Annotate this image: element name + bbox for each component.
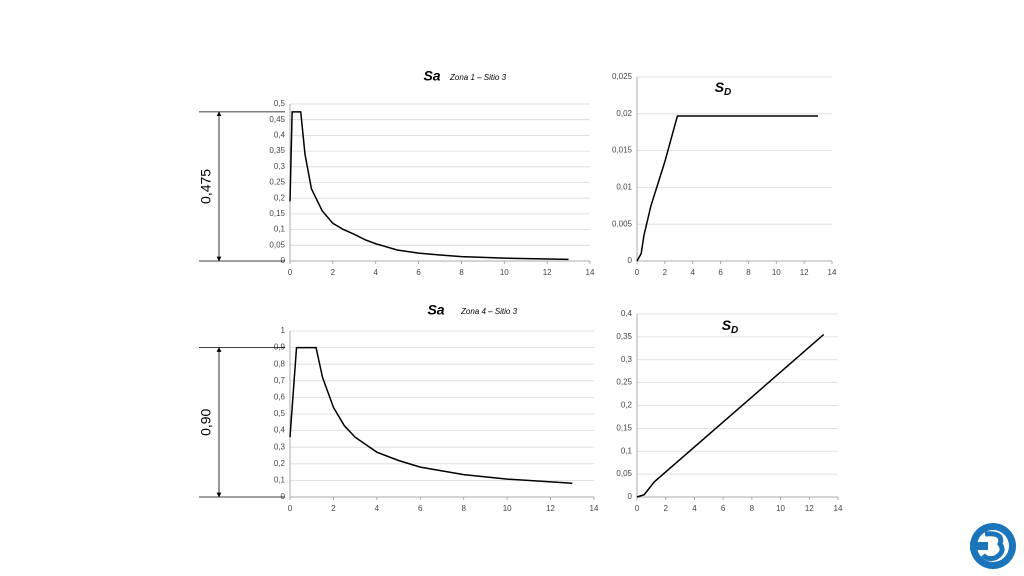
y-tick-label: 0,25: [616, 378, 632, 387]
dimension-label: 0,475: [198, 169, 214, 204]
data-line: [289, 346, 573, 484]
x-tick-label: 6: [416, 268, 421, 277]
y-tick-label: 0,015: [612, 146, 633, 155]
x-tick-label: 2: [331, 268, 336, 277]
x-tick-label: 0: [288, 504, 293, 513]
y-tick-label: 0,6: [274, 393, 286, 402]
y-tick-label: 0,15: [616, 423, 632, 432]
x-tick-label: 12: [543, 268, 552, 277]
chart-title: SD: [715, 79, 732, 98]
title-subscript: D: [724, 87, 731, 98]
y-tick-label: 0,3: [621, 355, 633, 364]
y-tick-label: 0: [628, 256, 633, 265]
chart-subtitle: Zona 4 – Sitio 3: [460, 307, 518, 316]
x-tick-label: 6: [718, 268, 723, 277]
y-tick-label: 0,1: [621, 446, 633, 455]
y-tick-label: 0,45: [269, 115, 285, 124]
x-tick-label: 4: [373, 268, 378, 277]
x-tick-label: 2: [331, 504, 336, 513]
y-tick-label: 0,7: [274, 376, 286, 385]
x-tick-label: 8: [461, 504, 466, 513]
y-tick-label: 0,2: [274, 459, 286, 468]
y-tick-label: 0,5: [274, 409, 286, 418]
y-tick-label: 0,1: [274, 476, 286, 485]
y-tick-label: 0,15: [269, 209, 285, 218]
x-tick-label: 4: [692, 504, 697, 513]
x-tick-label: 14: [834, 504, 843, 513]
x-tick-label: 2: [663, 268, 668, 277]
y-tick-label: 0: [628, 492, 633, 501]
y-tick-label: 0,1: [274, 225, 286, 234]
y-tick-label: 0,4: [621, 309, 633, 318]
y-tick-label: 0,2: [274, 193, 286, 202]
x-tick-label: 6: [721, 504, 726, 513]
y-tick-label: 0,01: [616, 183, 632, 192]
data-line: [289, 111, 569, 261]
title-subscript: D: [731, 325, 738, 336]
y-tick-label: 0,05: [616, 469, 632, 478]
y-tick-label: 0,005: [612, 219, 633, 228]
y-tick-label: 0,025: [612, 72, 633, 81]
y-tick-label: 0,8: [274, 359, 286, 368]
logo: [970, 523, 1016, 569]
y-tick-label: 0,3: [274, 162, 286, 171]
y-tick-label: 0,2: [621, 401, 633, 410]
chart-subtitle: Zona 1 – Sitio 3: [449, 73, 507, 82]
x-tick-label: 8: [746, 268, 751, 277]
x-tick-label: 10: [776, 504, 785, 513]
x-tick-label: 2: [663, 504, 668, 513]
data-line: [636, 115, 819, 262]
y-tick-label: 0,02: [616, 109, 632, 118]
y-tick-label: 0,4: [274, 426, 286, 435]
y-tick-label: 0,4: [274, 131, 286, 140]
y-tick-label: 0,3: [274, 442, 286, 451]
chart-title: Sa: [423, 68, 440, 84]
x-tick-label: 4: [375, 504, 380, 513]
x-tick-label: 8: [459, 268, 464, 277]
y-tick-label: 0,25: [269, 178, 285, 187]
x-tick-label: 10: [500, 268, 509, 277]
x-tick-label: 14: [586, 268, 595, 277]
y-tick-label: 0,35: [269, 146, 285, 155]
x-tick-label: 0: [635, 268, 640, 277]
y-tick-label: 0,5: [274, 99, 286, 108]
y-tick-label: 0,05: [269, 240, 285, 249]
y-tick-label: 0,35: [616, 332, 632, 341]
dimension-label: 0,90: [198, 408, 214, 435]
x-tick-label: 4: [690, 268, 695, 277]
x-tick-label: 8: [750, 504, 755, 513]
chart-title: Sa: [427, 302, 444, 318]
title-main: S: [715, 79, 725, 95]
title-main: S: [722, 317, 732, 333]
x-tick-label: 10: [772, 268, 781, 277]
data-line: [636, 334, 825, 498]
x-tick-label: 14: [590, 504, 599, 513]
x-tick-label: 12: [546, 504, 555, 513]
x-tick-label: 14: [828, 268, 837, 277]
x-tick-label: 12: [800, 268, 809, 277]
x-tick-label: 0: [288, 268, 293, 277]
chart-title: SD: [722, 317, 739, 336]
x-tick-label: 6: [418, 504, 423, 513]
x-tick-label: 12: [805, 504, 814, 513]
x-tick-label: 10: [503, 504, 512, 513]
y-tick-label: 1: [281, 326, 286, 335]
x-tick-label: 0: [635, 504, 640, 513]
